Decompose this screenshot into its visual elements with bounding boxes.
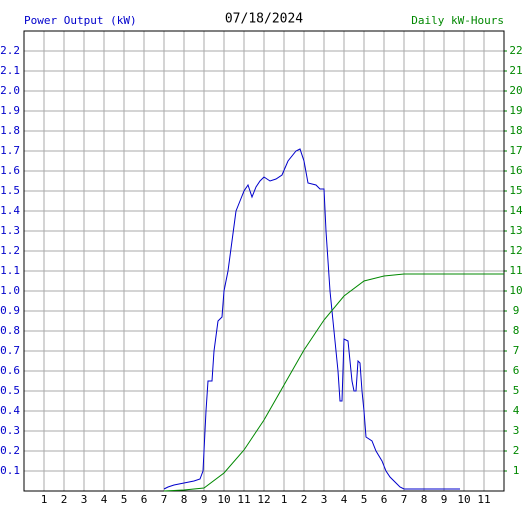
x-tick-label: 12 [257, 493, 270, 506]
y-tick-label: 0.8 [0, 324, 20, 337]
y2-tick-label: 2 [513, 444, 520, 457]
x-tick-label: 5 [121, 493, 128, 506]
x-tick-label: 6 [141, 493, 148, 506]
y2-tick-label: 12 [509, 244, 522, 257]
y-tick-label: 0.5 [0, 384, 20, 397]
x-tick-label: 2 [61, 493, 68, 506]
x-tick-label: 11 [477, 493, 490, 506]
y2-tick-label: 5 [513, 384, 520, 397]
y2-tick-label: 7 [513, 344, 520, 357]
y-tick-label: 0.9 [0, 304, 20, 317]
y-tick-label: 0.7 [0, 344, 20, 357]
y2-tick-label: 19 [509, 104, 522, 117]
x-tick-label: 10 [217, 493, 230, 506]
y2-tick-label: 16 [509, 164, 522, 177]
y-tick-label: 1.0 [0, 284, 20, 297]
data-line [163, 148, 460, 490]
y-tick-label: 1.8 [0, 124, 20, 137]
y-tick-label: 1.4 [0, 204, 20, 217]
x-tick-label: 5 [361, 493, 368, 506]
y-tick-label: 0.2 [0, 444, 20, 457]
x-tick-label: 3 [321, 493, 328, 506]
x-tick-label: 9 [201, 493, 208, 506]
x-tick-label: 9 [441, 493, 448, 506]
y-tick-label: 0.1 [0, 464, 20, 477]
y-tick-label: 1.5 [0, 184, 20, 197]
y2-tick-label: 11 [509, 264, 522, 277]
x-tick-label: 2 [301, 493, 308, 506]
x-tick-label: 1 [41, 493, 48, 506]
y2-axis-label: Daily kW-Hours [411, 14, 504, 27]
y2-tick-label: 15 [509, 184, 522, 197]
y2-tick-label: 3 [513, 424, 520, 437]
x-tick-label: 7 [161, 493, 168, 506]
x-tick-label: 11 [237, 493, 250, 506]
y-tick-label: 1.1 [0, 264, 20, 277]
y2-tick-label: 4 [513, 404, 520, 417]
y-tick-label: 1.3 [0, 224, 20, 237]
plot-border [23, 30, 505, 492]
y-tick-label: 2.1 [0, 64, 20, 77]
y-tick-label: 2.0 [0, 84, 20, 97]
x-tick-label: 1 [281, 493, 288, 506]
y2-tick-label: 10 [509, 284, 522, 297]
y2-tick-label: 13 [509, 224, 522, 237]
y2-tick-label: 17 [509, 144, 522, 157]
y2-tick-label: 6 [513, 364, 520, 377]
x-tick-label: 10 [457, 493, 470, 506]
x-tick-label: 4 [101, 493, 108, 506]
x-tick-label: 3 [81, 493, 88, 506]
y2-tick-label: 9 [513, 304, 520, 317]
y-tick-label: 1.7 [0, 144, 20, 157]
y2-tick-label: 8 [513, 324, 520, 337]
y2-tick-label: 22 [509, 44, 522, 57]
y-tick-label: 1.6 [0, 164, 20, 177]
y2-tick-label: 1 [513, 464, 520, 477]
y-tick-label: 0.4 [0, 404, 20, 417]
x-tick-label: 4 [341, 493, 348, 506]
x-tick-label: 6 [381, 493, 388, 506]
y-tick-label: 0.6 [0, 364, 20, 377]
y-tick-label: 1.2 [0, 244, 20, 257]
y-axis-label: Power Output (kW) [24, 14, 137, 27]
y-tick-label: 2.2 [0, 44, 20, 57]
x-tick-label: 8 [421, 493, 428, 506]
y2-tick-label: 14 [509, 204, 523, 217]
y2-tick-label: 20 [509, 84, 522, 97]
y2-tick-label: 21 [509, 64, 522, 77]
data-line [163, 273, 504, 492]
x-tick-label: 7 [401, 493, 408, 506]
chart-title: 07/18/2024 [225, 12, 303, 27]
y2-tick-label: 18 [509, 124, 522, 137]
y-tick-label: 1.9 [0, 104, 20, 117]
y-tick-label: 0.3 [0, 424, 20, 437]
x-tick-label: 8 [181, 493, 188, 506]
